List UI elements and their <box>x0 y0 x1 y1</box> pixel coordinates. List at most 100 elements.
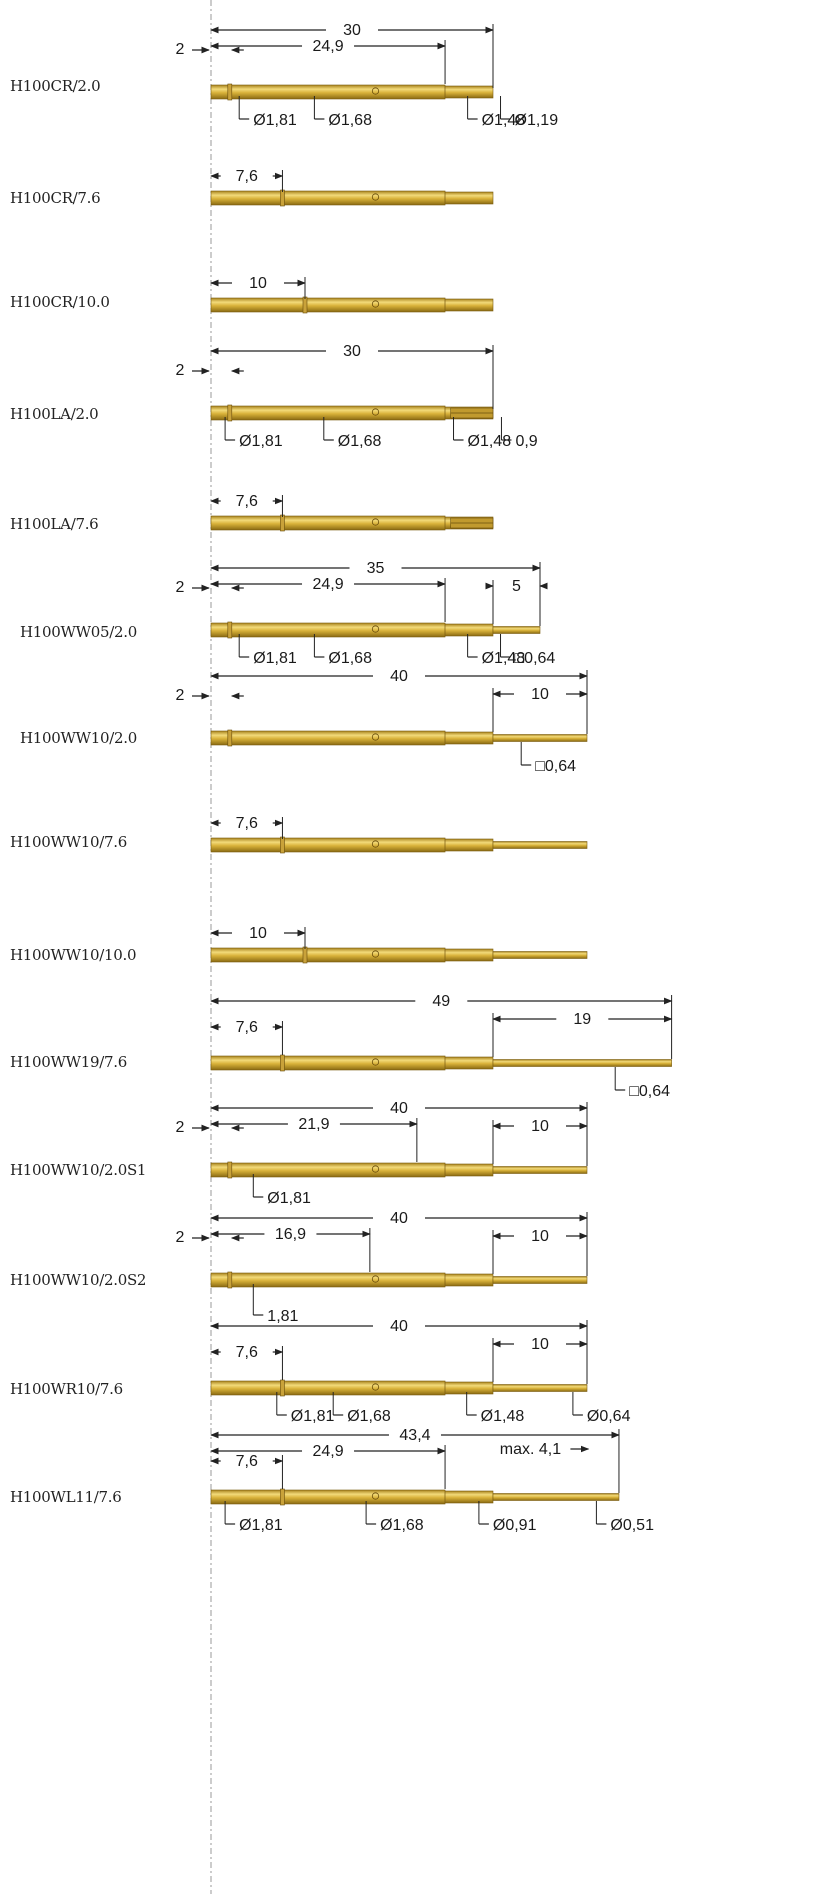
vent-hole <box>371 518 380 526</box>
total-length-dimension: 30 <box>343 343 361 360</box>
pin-row: 10 <box>210 925 588 964</box>
pin-plunger-section <box>444 731 494 745</box>
sub-length-dimension: 24,9 <box>312 1443 343 1460</box>
pin-barrel <box>210 1055 446 1071</box>
diameter-callout: Ø1,48 <box>468 433 512 450</box>
pin-barrel <box>210 297 446 313</box>
pin-name-label: H100WW10/10.0 <box>10 946 137 964</box>
wire-wrap-tail <box>492 1384 588 1392</box>
vent-hole <box>371 1058 380 1066</box>
press-ring <box>280 836 285 854</box>
diameter-callout: Ø1,68 <box>328 650 372 667</box>
offset-dimension: 2 <box>176 362 185 379</box>
pin-row: 10 <box>210 275 494 314</box>
pin-plunger-section <box>444 1056 494 1070</box>
pin-barrel <box>210 84 446 100</box>
pin-plunger-section <box>444 948 494 962</box>
press-ring <box>227 621 233 639</box>
pin-barrel <box>210 1162 446 1178</box>
pin-barrel <box>210 1272 446 1288</box>
vent-hole <box>371 1165 380 1173</box>
press-ring <box>302 296 308 314</box>
offset-dimension: 10 <box>249 925 267 942</box>
diameter-callout: 1,81 <box>267 1308 298 1325</box>
tail-length-dimension: 10 <box>531 686 549 703</box>
diameter-callout: □0,64 <box>629 1083 670 1100</box>
diameter-callout: Ø1,81 <box>291 1408 335 1425</box>
tail-length-dimension: max. 4,1 <box>500 1441 561 1458</box>
vent-hole <box>371 625 380 633</box>
diameter-callout: Ø1,81 <box>253 650 297 667</box>
press-ring <box>302 946 308 964</box>
pin-row: 7,6 <box>210 815 588 854</box>
pin-plunger-section <box>444 85 494 99</box>
diameter-callout: Ø1,81 <box>267 1190 311 1207</box>
vent-hole <box>371 300 380 308</box>
wire-wrap-tail <box>492 951 588 959</box>
pin-name-label: H100LA/2.0 <box>10 405 99 423</box>
pin-plunger-section <box>444 838 494 852</box>
offset-dimension: 2 <box>176 41 185 58</box>
total-length-dimension: 40 <box>390 1210 408 1227</box>
diameter-callout: Ø0,91 <box>493 1517 537 1534</box>
pin-plunger-section <box>444 1381 494 1395</box>
offset-dimension: 7,6 <box>236 168 258 185</box>
pin-barrel <box>210 1489 446 1505</box>
press-ring <box>280 189 285 207</box>
total-length-dimension: 40 <box>390 668 408 685</box>
vent-hole <box>371 408 380 416</box>
vent-hole <box>371 193 380 201</box>
press-ring <box>227 404 233 422</box>
diameter-callout: Ø1,48 <box>482 112 526 129</box>
press-ring <box>280 1488 285 1506</box>
pin-name-label: H100WW10/7.6 <box>10 833 127 851</box>
vent-hole <box>371 950 380 958</box>
pin-row: 49 7,6 19 □0,64 <box>210 993 673 1100</box>
offset-dimension: 2 <box>176 579 185 596</box>
offset-dimension: 2 <box>176 1229 185 1246</box>
pin-plunger-section <box>444 298 494 312</box>
diameter-callout: Ø0,64 <box>587 1408 631 1425</box>
pin-plunger-section <box>444 1490 494 1504</box>
press-ring <box>280 1379 285 1397</box>
pin-plunger-section <box>444 623 494 637</box>
offset-dimension: 2 <box>176 1119 185 1136</box>
diameter-callout: 0,9 <box>515 433 537 450</box>
total-length-dimension: 40 <box>390 1318 408 1335</box>
press-ring <box>280 1054 285 1072</box>
pin-name-label: H100WR10/7.6 <box>10 1380 123 1398</box>
total-length-dimension: 49 <box>432 993 450 1010</box>
total-length-dimension: 35 <box>367 560 385 577</box>
tail-length-dimension: 10 <box>531 1336 549 1353</box>
diameter-callout: Ø1,81 <box>239 1517 283 1534</box>
pin-name-label: H100CR/7.6 <box>10 189 101 207</box>
press-ring <box>227 729 233 747</box>
tail-length-dimension: 10 <box>531 1228 549 1245</box>
offset-dimension: 7,6 <box>236 1019 258 1036</box>
pin-barrel <box>210 190 446 206</box>
press-ring <box>227 1271 233 1289</box>
vent-hole <box>371 840 380 848</box>
total-length-dimension: 30 <box>343 22 361 39</box>
sub-length-dimension: 16,9 <box>275 1226 306 1243</box>
vent-hole <box>371 733 380 741</box>
offset-dimension: 7,6 <box>236 1344 258 1361</box>
pin-row: 30 2 Ø1,81 Ø1,68 Ø1,48 0,9 <box>176 343 538 450</box>
pin-barrel <box>210 947 446 963</box>
wire-wrap-tail <box>492 1166 588 1174</box>
pin-name-label: H100LA/7.6 <box>10 515 99 533</box>
pin-barrel <box>210 1380 446 1396</box>
diameter-callout: Ø1,81 <box>253 112 297 129</box>
wire-wrap-tail <box>492 734 588 742</box>
wire-wrap-tail <box>492 841 588 849</box>
tail-length-dimension: 19 <box>573 1011 591 1028</box>
pin-barrel <box>210 515 446 531</box>
wire-wrap-tail <box>492 1276 588 1284</box>
pin-barrel <box>210 622 446 638</box>
pin-barrel <box>210 837 446 853</box>
diameter-callout: □0,64 <box>535 758 576 775</box>
pin-row: 7,6 <box>210 493 494 532</box>
